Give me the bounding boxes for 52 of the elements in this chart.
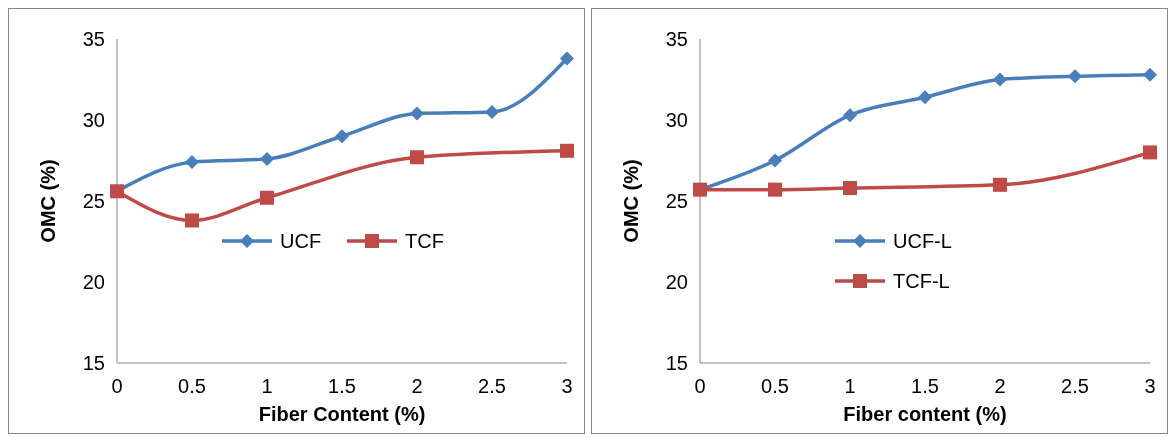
point [843, 108, 857, 123]
x-tick-label: 1 [261, 375, 273, 397]
x-tick-label: 2.5 [1061, 375, 1089, 397]
legend-label: TCF-L [893, 270, 950, 292]
x-axis-title: Fiber content (%) [843, 403, 1007, 425]
y-tick-label: 35 [82, 28, 105, 50]
point [260, 151, 274, 166]
point [1068, 69, 1082, 84]
point [185, 213, 199, 228]
legend-label: TCF [405, 230, 444, 252]
y-tick-label: 20 [82, 271, 105, 293]
y-tick-label: 15 [82, 352, 105, 374]
y-tick-label: 25 [82, 190, 105, 212]
y-tick-label: 20 [665, 271, 688, 293]
point [1143, 67, 1157, 82]
point [1143, 145, 1157, 160]
x-tick-label: 0 [694, 375, 706, 397]
point [768, 182, 782, 197]
y-axis-title: OMC (%) [620, 159, 642, 243]
x-tick-label: 1.5 [911, 375, 939, 397]
point [560, 51, 574, 66]
point [918, 90, 932, 105]
y-tick-label: 25 [665, 190, 688, 212]
point [335, 129, 349, 144]
y-tick-label: 15 [665, 352, 688, 374]
x-tick-label: 0 [111, 375, 123, 397]
point [185, 155, 199, 170]
point [993, 177, 1007, 192]
x-axis-title: Fiber Content (%) [258, 403, 426, 425]
point [260, 190, 274, 205]
x-tick-label: 2 [411, 375, 423, 397]
x-tick-label: 3 [1144, 375, 1156, 397]
y-tick-label: 30 [665, 109, 688, 131]
y-axis-title: OMC (%) [37, 159, 59, 243]
y-tick-label: 30 [82, 109, 105, 131]
x-tick-label: 1 [844, 375, 856, 397]
x-tick-label: 3 [561, 375, 573, 397]
point [560, 143, 574, 158]
point [410, 150, 424, 165]
legend-label: UCF [280, 230, 322, 252]
point [843, 181, 857, 196]
point [768, 153, 782, 168]
y-tick-label: 35 [665, 28, 688, 50]
point [993, 72, 1007, 87]
x-tick-label: 0.5 [761, 375, 789, 397]
x-tick-label: 2 [994, 375, 1006, 397]
x-tick-label: 1.5 [328, 375, 356, 397]
point [410, 106, 424, 121]
point [485, 104, 499, 119]
x-tick-label: 0.5 [178, 375, 206, 397]
x-tick-label: 2.5 [478, 375, 506, 397]
legend-label: UCF-L [893, 230, 952, 252]
